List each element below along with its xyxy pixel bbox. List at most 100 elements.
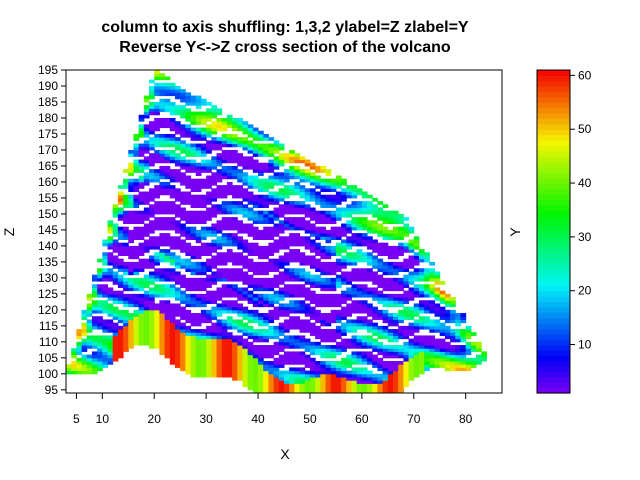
heatmap-cell (91, 361, 98, 365)
heatmap-cell (455, 313, 461, 317)
heatmap-cell (211, 162, 218, 167)
heatmap-cell (258, 213, 264, 218)
heatmap-cell (195, 345, 202, 349)
heatmap-cell (299, 210, 306, 215)
heatmap-cell (341, 367, 347, 372)
heatmap-cell (133, 217, 140, 221)
heatmap-cell (439, 306, 446, 311)
heatmap-cell (387, 377, 394, 381)
heatmap-cell (117, 207, 124, 212)
heatmap-cell (154, 252, 160, 256)
heatmap-cell (86, 335, 93, 340)
heatmap-cell (232, 233, 238, 237)
heatmap-cell (247, 297, 254, 301)
heatmap-cell (247, 380, 254, 384)
heatmap-cell (429, 277, 436, 282)
heatmap-cell (346, 274, 352, 279)
heatmap-cell (393, 293, 399, 298)
heatmap-cell (149, 345, 155, 349)
heatmap-cell (159, 210, 166, 215)
heatmap-cell (387, 348, 394, 352)
heatmap-cell (289, 316, 295, 320)
heatmap-cell (294, 236, 301, 240)
heatmap-cell (284, 386, 290, 391)
colorbar-swatch (537, 134, 570, 141)
heatmap-cell (242, 159, 249, 164)
heatmap-cell (180, 159, 186, 164)
heatmap-cell (309, 373, 316, 378)
heatmap-cell (180, 197, 186, 202)
heatmap-cell (335, 319, 342, 324)
heatmap-cell (273, 207, 280, 212)
heatmap-cell (351, 386, 358, 391)
heatmap-cell (237, 274, 243, 279)
heatmap-cell (304, 297, 311, 301)
heatmap-cell (258, 233, 264, 237)
heatmap-cell (351, 226, 358, 231)
heatmap-cell (211, 258, 218, 263)
heatmap-cell (216, 191, 223, 196)
heatmap-cell (97, 306, 103, 311)
heatmap-cell (268, 361, 275, 365)
heatmap-cell (377, 335, 384, 340)
heatmap-cell (341, 229, 347, 234)
heatmap-cell (175, 175, 181, 180)
heatmap-cell (237, 287, 243, 292)
heatmap-cell (97, 341, 103, 346)
heatmap-cell (112, 357, 119, 362)
heatmap-cell (149, 191, 155, 196)
heatmap-cell (289, 185, 295, 189)
heatmap-cell (351, 293, 358, 298)
heatmap-cell (263, 373, 269, 378)
heatmap-cell (117, 185, 124, 189)
heatmap-cell (273, 258, 280, 263)
heatmap-cell (309, 364, 316, 368)
heatmap-cell (325, 236, 332, 240)
heatmap-cell (76, 335, 83, 340)
heatmap-cell (361, 210, 368, 215)
heatmap-cell (309, 281, 316, 285)
heatmap-cell (273, 383, 280, 388)
heatmap-cell (185, 335, 192, 340)
heatmap-cell (211, 137, 218, 141)
heatmap-cell (258, 319, 264, 324)
heatmap-cell (133, 313, 140, 317)
heatmap-cell (263, 322, 269, 327)
heatmap-cell (356, 386, 363, 391)
heatmap-cell (133, 159, 140, 164)
heatmap-cell (351, 191, 358, 196)
heatmap-cell (335, 316, 342, 320)
heatmap-cell (439, 348, 446, 352)
colorbar-swatch (537, 129, 570, 136)
heatmap-cell (315, 236, 321, 240)
heatmap-cell (200, 249, 207, 253)
heatmap-cell (393, 252, 399, 256)
heatmap-cell (252, 220, 259, 225)
heatmap-cell (460, 354, 467, 359)
heatmap-cell (138, 124, 145, 129)
heatmap-cell (242, 255, 249, 260)
heatmap-cell (221, 354, 228, 359)
heatmap-cell (268, 252, 275, 256)
heatmap-cell (190, 370, 197, 375)
heatmap-cell (299, 169, 306, 173)
heatmap-cell (325, 213, 332, 218)
heatmap-cell (258, 185, 264, 189)
heatmap-cell (341, 265, 347, 269)
heatmap-cell (226, 319, 233, 324)
heatmap-cell (206, 284, 212, 288)
heatmap-cell (190, 165, 197, 170)
heatmap-cell (143, 242, 150, 247)
heatmap-cell (429, 335, 436, 340)
heatmap-cell (377, 364, 384, 368)
heatmap-cell (190, 265, 197, 269)
heatmap-cell (133, 194, 140, 199)
heatmap-cell (175, 271, 181, 276)
heatmap-cell (403, 274, 410, 279)
heatmap-cell (372, 348, 378, 352)
heatmap-cell (149, 108, 155, 113)
heatmap-cell (71, 367, 77, 372)
heatmap-cell (315, 325, 321, 330)
heatmap-cell (398, 281, 404, 285)
heatmap-cell (268, 300, 275, 304)
